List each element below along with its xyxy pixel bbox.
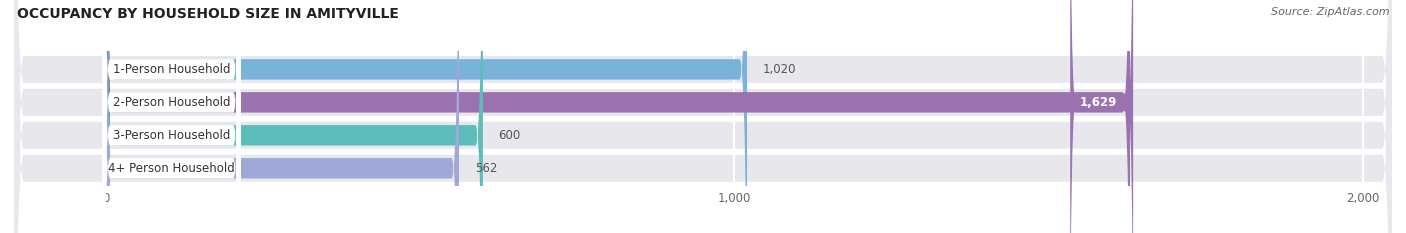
FancyBboxPatch shape (14, 0, 1392, 233)
FancyBboxPatch shape (103, 0, 240, 233)
Text: 600: 600 (499, 129, 520, 142)
Text: 1-Person Household: 1-Person Household (112, 63, 231, 76)
FancyBboxPatch shape (105, 0, 1130, 233)
Text: 4+ Person Household: 4+ Person Household (108, 162, 235, 175)
FancyBboxPatch shape (105, 0, 482, 233)
FancyBboxPatch shape (14, 0, 1392, 233)
FancyBboxPatch shape (14, 0, 1392, 233)
FancyBboxPatch shape (1070, 0, 1133, 233)
FancyBboxPatch shape (105, 0, 747, 233)
FancyBboxPatch shape (14, 0, 1392, 233)
Text: OCCUPANCY BY HOUSEHOLD SIZE IN AMITYVILLE: OCCUPANCY BY HOUSEHOLD SIZE IN AMITYVILL… (17, 7, 399, 21)
Text: 1,020: 1,020 (762, 63, 796, 76)
FancyBboxPatch shape (103, 0, 240, 233)
FancyBboxPatch shape (105, 0, 458, 233)
FancyBboxPatch shape (103, 0, 240, 233)
Text: 1,629: 1,629 (1080, 96, 1118, 109)
Text: 2-Person Household: 2-Person Household (112, 96, 231, 109)
FancyBboxPatch shape (103, 0, 240, 233)
Text: Source: ZipAtlas.com: Source: ZipAtlas.com (1271, 7, 1389, 17)
Text: 562: 562 (475, 162, 498, 175)
Text: 3-Person Household: 3-Person Household (112, 129, 231, 142)
